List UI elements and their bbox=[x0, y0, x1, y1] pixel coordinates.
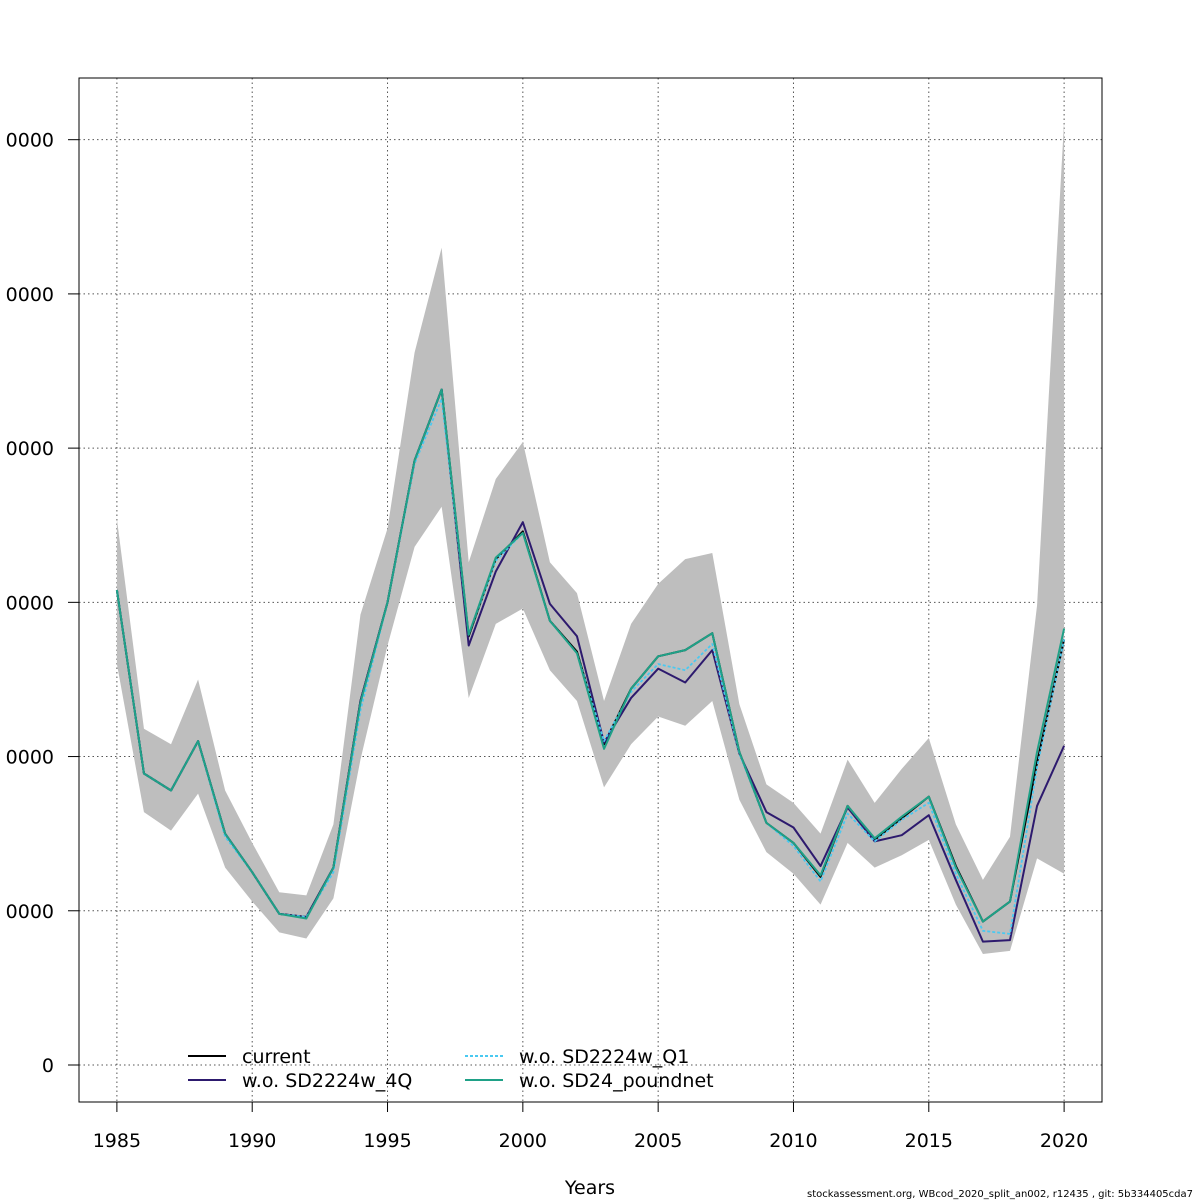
x-tick-label-6: 2015 bbox=[905, 1130, 953, 1152]
x-tick-label-1: 1990 bbox=[228, 1130, 276, 1152]
x-tick-label-3: 2000 bbox=[499, 1130, 547, 1152]
x-axis: 1985 1990 1995 2000 2005 2010 2015 2020 bbox=[93, 1102, 1088, 1152]
footer-credit: stockassessment.org, WBcod_2020_split_an… bbox=[807, 1189, 1193, 1200]
y-tick-label-1: 0000 bbox=[6, 901, 54, 923]
x-tick-label-5: 2010 bbox=[769, 1130, 817, 1152]
x-tick-label-0: 1985 bbox=[93, 1130, 141, 1152]
legend-label-1: w.o. SD2224w_4Q bbox=[242, 1070, 412, 1092]
plot-frame bbox=[78, 77, 1103, 1103]
legend-label-3: w.o. SD24_poundnet bbox=[519, 1070, 714, 1092]
grid bbox=[79, 78, 1102, 1102]
y-tick-label-0: 0 bbox=[42, 1055, 54, 1077]
confidence-band bbox=[116, 121, 1065, 954]
x-tick-label-4: 2005 bbox=[634, 1130, 682, 1152]
y-tick-label-2: 0000 bbox=[6, 747, 54, 769]
series-layer bbox=[115, 388, 1066, 943]
confidence-band-layer bbox=[116, 121, 1065, 954]
y-tick-label-6: 0000 bbox=[6, 130, 54, 152]
legend-label-0: current bbox=[242, 1046, 311, 1068]
series-line-3 bbox=[115, 388, 1066, 923]
x-tick-label-7: 2020 bbox=[1040, 1130, 1088, 1152]
y-tick-label-5: 0000 bbox=[6, 284, 54, 306]
x-tick-label-2: 1995 bbox=[363, 1130, 411, 1152]
x-axis-title: Years bbox=[564, 1177, 615, 1199]
legend-label-2: w.o. SD2224w_Q1 bbox=[519, 1046, 689, 1068]
y-tick-label-3: 0000 bbox=[6, 592, 54, 614]
y-tick-label-4: 0000 bbox=[6, 438, 54, 460]
